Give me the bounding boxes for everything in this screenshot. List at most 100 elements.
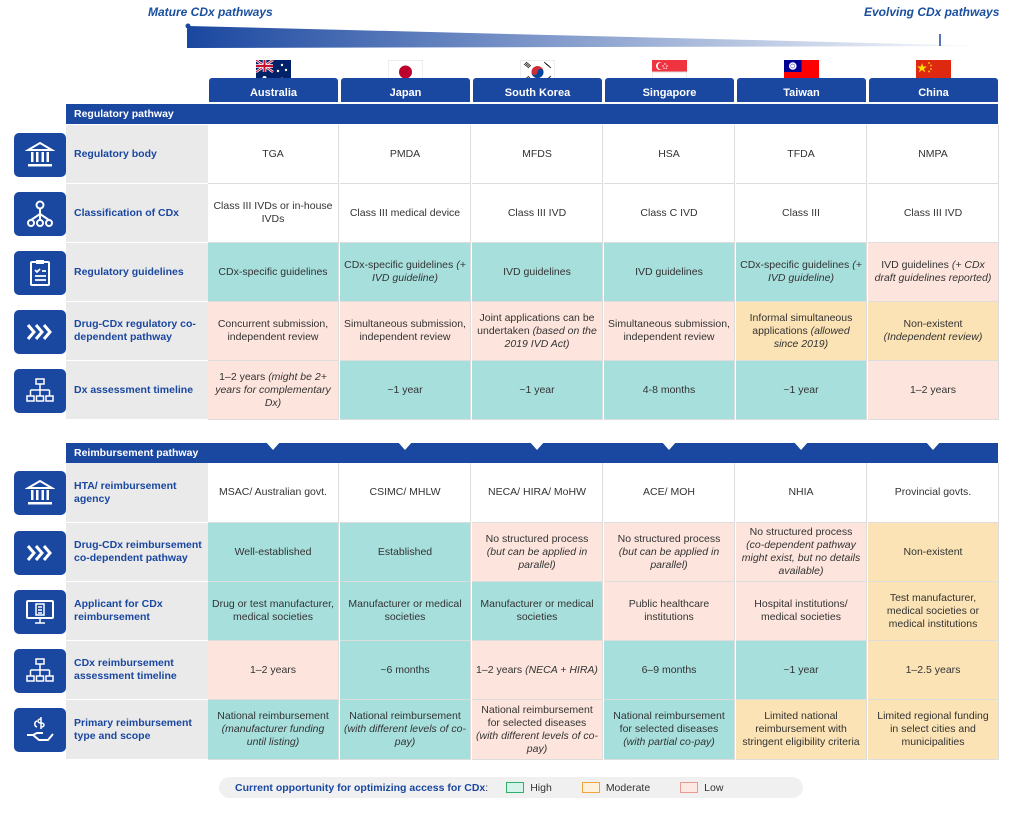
table-cell: ~6 months [340, 641, 471, 700]
building-icon [14, 471, 66, 515]
row-label: HTA/ reimbursement agency [66, 463, 208, 522]
cell-text: TFDA [787, 147, 815, 160]
table-cell: Non-existent [868, 523, 999, 582]
cell-text: MFDS [522, 147, 552, 160]
table-cell: Concurrent submission, independent revie… [208, 302, 339, 361]
table-cell: ~1 year [736, 641, 867, 700]
cell-text: Limited national reimbursement with stri… [742, 710, 860, 748]
cell-text: NECA/ HIRA/ MoHW [487, 486, 586, 498]
cell-text: Class III IVD [507, 206, 567, 219]
table-cell: Test manufacturer, medical societies or … [868, 582, 999, 641]
chevron-down-icon [661, 441, 677, 450]
cell-note: (with partial co-pay) [623, 736, 715, 748]
table-cell: Public healthcare institutions [604, 582, 735, 641]
cell-text: ~1 year [519, 383, 555, 396]
table-cell: No structured process (but can be applie… [472, 523, 603, 582]
cell-text: Non-existent [903, 318, 963, 330]
country-header: Singapore [605, 78, 734, 112]
cell-note: (based on the 2019 IVD Act) [504, 324, 597, 350]
legend: Current opportunity for optimizing acces… [219, 777, 803, 798]
cell-text: ~6 months [380, 663, 430, 676]
cell-text: No structured process [749, 526, 853, 538]
cell-text: IVD guidelines [881, 259, 949, 271]
row-label: Regulatory body [66, 125, 208, 183]
building-icon [14, 132, 66, 177]
cell-text: Test manufacturer, medical societies or … [886, 591, 980, 630]
chevron-down-icon [397, 441, 413, 450]
cell-text: Simultaneous submission, independent rev… [608, 318, 730, 343]
table-cell: NHIA [736, 463, 867, 523]
cell-text: Concurrent submission, independent revie… [217, 318, 329, 343]
cell-text: No structured process [617, 532, 721, 545]
cell-text: Hospital institutions/ medical societies [754, 598, 848, 623]
row-label: Primary reimbursement type and scope [66, 700, 208, 759]
cell-text: 1–2.5 years [905, 663, 961, 676]
cell-text: TGA [262, 147, 284, 160]
cell-text: Class III IVDs or in-house IVDs [213, 200, 333, 225]
cell-text: MSAC/ Australian govt. [219, 486, 327, 498]
cell-text: Manufacturer or medical societies [348, 598, 462, 623]
cell-text: 6–9 months [641, 663, 697, 676]
chevrons-icon [14, 309, 66, 354]
table-cell: Hospital institutions/ medical societies [736, 582, 867, 641]
table-cell: National reimbursement for selected dise… [472, 700, 603, 760]
cell-text: Joint applications can be undertaken [477, 311, 595, 337]
cell-text: Limited regional funding in select citie… [877, 710, 989, 748]
country-name: South Korea [504, 87, 571, 99]
table-cell: IVD guidelines [472, 243, 603, 302]
cell-text: Class C IVD [640, 206, 698, 219]
cell-text: Public healthcare institutions [628, 598, 710, 623]
legend-label: Moderate [605, 781, 651, 794]
cell-text: IVD guidelines [503, 265, 571, 278]
legend-label: Low [704, 781, 724, 794]
cell-text: CSIMC/ MHLW [369, 486, 441, 498]
cell-note: (Independent review) [883, 331, 983, 343]
cell-text: Class III IVD [903, 206, 963, 219]
row-label: Dx assessment timeline [66, 361, 208, 419]
table-cell: Non-existent (Independent review) [868, 302, 999, 361]
table-cell: CDx-specific guidelines [208, 243, 339, 302]
table-cell: TFDA [736, 125, 867, 184]
table-cell: No structured process (co-dependent path… [736, 523, 867, 582]
row-label: CDx reimbursement assessment timeline [66, 641, 208, 699]
table-cell: Simultaneous submission, independent rev… [340, 302, 471, 361]
table-cell: CDx-specific guidelines (+ IVD guideline… [736, 243, 867, 302]
table-cell: Informal simultaneous applications (allo… [736, 302, 867, 361]
cell-text: CDx-specific guidelines [344, 259, 454, 271]
table-cell: 1–2 years [208, 641, 339, 700]
table-cell: Drug or test manufacturer, medical socie… [208, 582, 339, 641]
table-cell: Class III IVDs or in-house IVDs [208, 184, 339, 243]
legend-swatch [680, 782, 699, 794]
legend-swatch [506, 782, 525, 794]
table-cell: National reimbursement (with different l… [340, 700, 471, 760]
country-header: China [869, 78, 998, 112]
chevron-down-icon [793, 441, 809, 450]
cell-text: ACE/ MOH [643, 486, 695, 498]
country-name: China [918, 87, 949, 99]
cell-note: (but can be applied in parallel) [486, 545, 588, 571]
cell-text: Manufacturer or medical societies [480, 598, 594, 623]
cell-text: National reimbursement [217, 710, 329, 722]
table-cell: 1–2 years (NECA + HIRA) [472, 641, 603, 700]
clipboard-icon [14, 250, 66, 295]
cell-text: 1–2 years [476, 663, 523, 676]
hierarchy-icon [14, 368, 66, 413]
country-name: Singapore [642, 87, 697, 99]
hierarchy-icon [14, 648, 66, 693]
table-cell: Class III IVD [472, 184, 603, 243]
table-cell: CDx-specific guidelines (+ IVD guideline… [340, 243, 471, 302]
table-cell: ~1 year [472, 361, 603, 420]
cell-note: (+ IVD guideline) [372, 259, 466, 284]
cell-note: (NECA + HIRA) [525, 663, 598, 676]
cell-note: (co-dependent pathway might exist, but n… [741, 539, 861, 577]
evolving-pathways-label: Evolving CDx pathways [864, 5, 1000, 19]
table-cell: 1–2.5 years [868, 641, 999, 700]
cell-text: IVD guidelines [635, 265, 703, 278]
row-label: Applicant for CDx reimbursement [66, 582, 208, 640]
table-cell: 1–2 years (might be 2+ years for complem… [208, 361, 339, 420]
cell-text: PMDA [389, 147, 421, 160]
cell-text: ~1 year [387, 383, 423, 396]
row-label: Regulatory guidelines [66, 243, 208, 301]
chevron-down-icon [529, 441, 545, 450]
legend-label: High [530, 781, 552, 794]
